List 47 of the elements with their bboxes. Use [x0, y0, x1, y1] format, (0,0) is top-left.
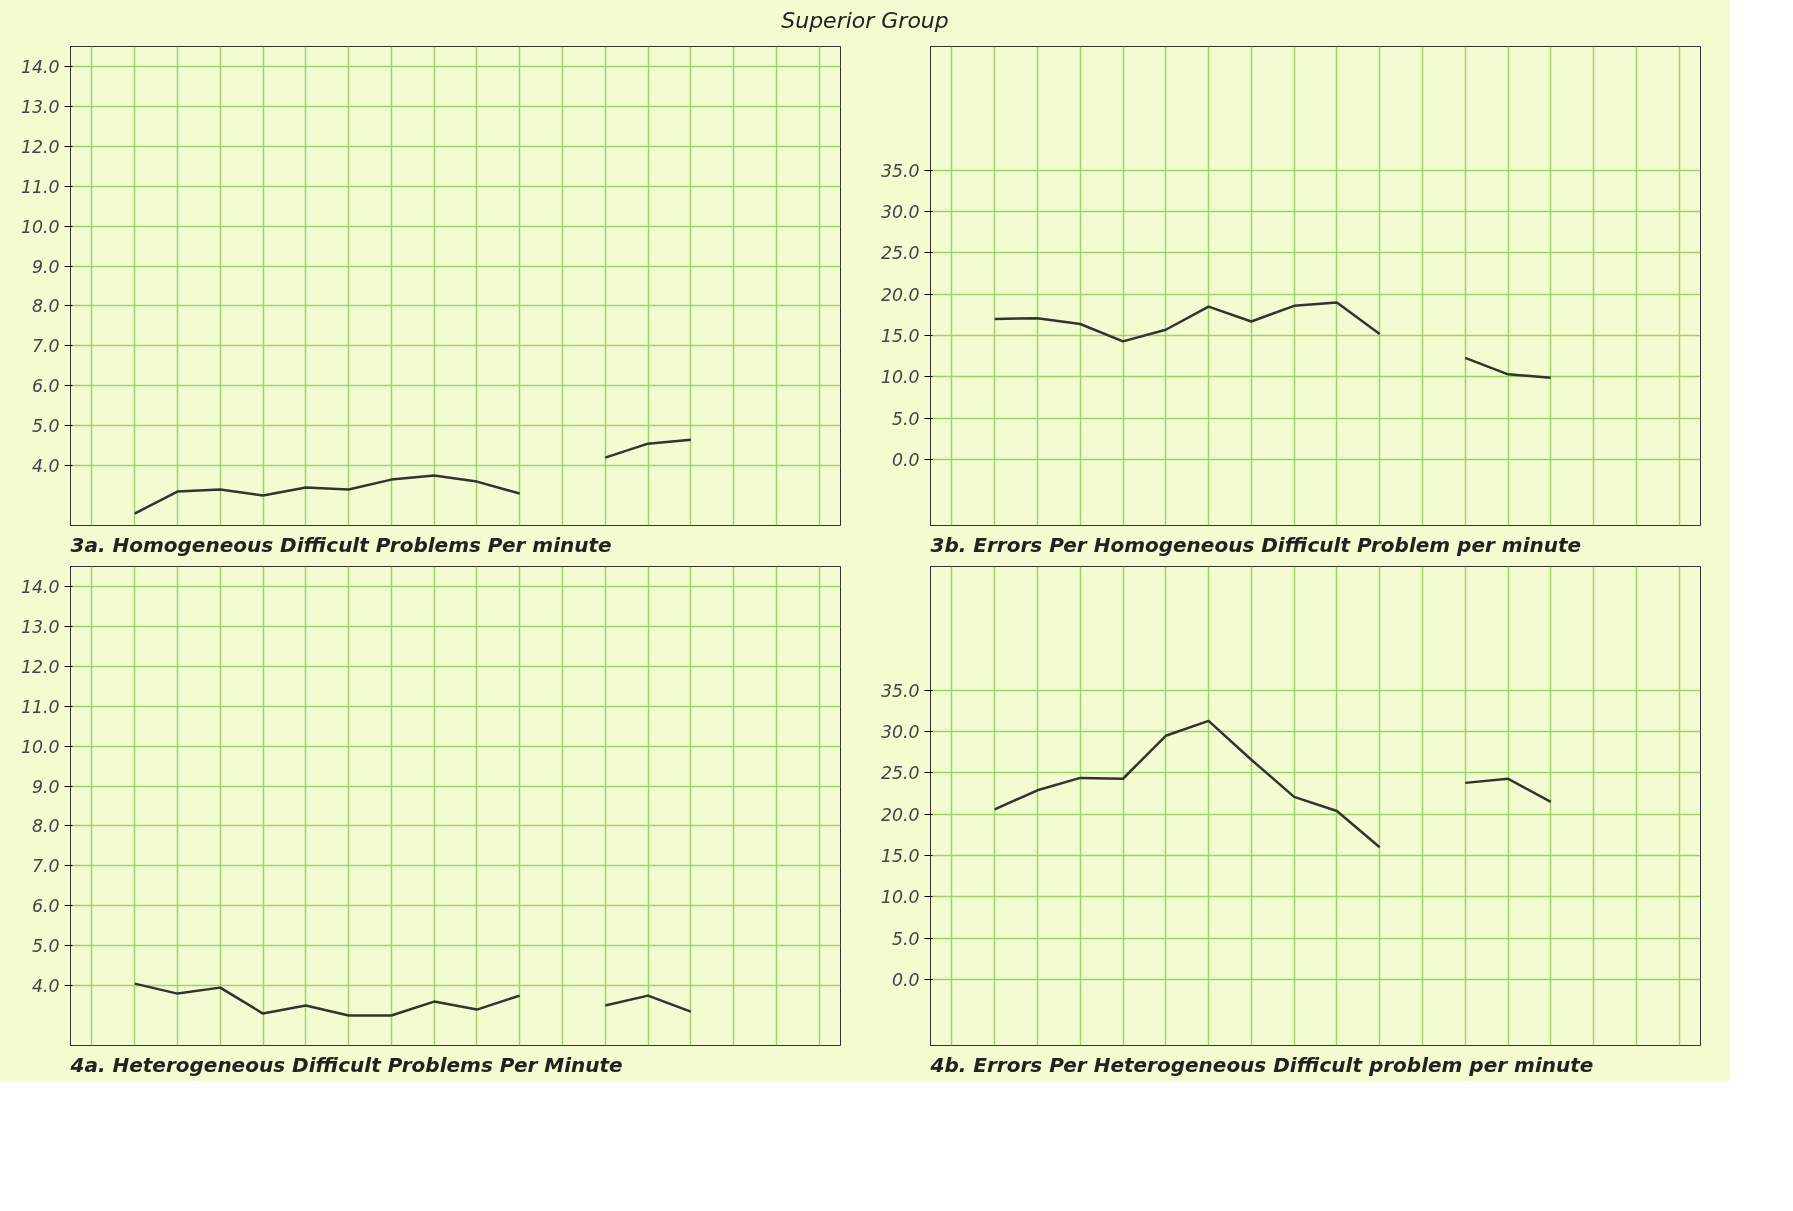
line-series	[133, 474, 521, 516]
y-tick-label: 9.0	[31, 256, 60, 277]
y-tick-label: 25.0	[880, 763, 920, 784]
y-tick-label: 5.0	[31, 416, 60, 437]
y-tick-label: 25.0	[880, 243, 920, 264]
line-series	[133, 982, 521, 1018]
y-tick-label: 4.0	[31, 456, 60, 477]
y-tick-label: 13.0	[20, 97, 60, 118]
text: 4b. Errors Per Heterogeneous Difficult problem per minute	[929, 1052, 1594, 1077]
y-tick-label: 5.0	[891, 929, 920, 950]
y-tick-label: 35.0	[880, 681, 920, 702]
text: 3a. Homogeneous Difficult Problems Per minute	[70, 532, 612, 557]
y-tick-label: 30.0	[880, 722, 920, 743]
y-tick-label: 12.0	[20, 137, 60, 158]
y-tick-label: 10.0	[880, 887, 920, 908]
y-tick-label: 15.0	[880, 326, 920, 347]
y-tick-label: 5.0	[31, 936, 60, 957]
y-tick-label: 0.0	[891, 450, 920, 471]
y-tick-label: 0.0	[891, 970, 920, 991]
y-tick-label: 14.0	[20, 57, 60, 78]
y-tick-label: 30.0	[880, 202, 920, 223]
y-tick-label: 20.0	[880, 285, 920, 306]
y-tick-label: 9.0	[31, 776, 60, 797]
y-tick-label: 12.0	[20, 657, 60, 678]
y-tick-label: 6.0	[31, 376, 60, 397]
text: Superior Group	[781, 7, 949, 35]
y-tick-label: 5.0	[891, 409, 920, 430]
y-tick-label: 10.0	[20, 737, 60, 758]
y-tick-label: 10.0	[880, 367, 920, 388]
y-tick-label: 8.0	[31, 296, 60, 317]
y-tick-label: 35.0	[880, 161, 920, 182]
y-tick-label: 11.0	[20, 177, 60, 198]
line-series	[993, 720, 1381, 849]
y-tick-label: 11.0	[20, 697, 60, 718]
y-tick-label: 7.0	[31, 336, 60, 357]
y-tick-label: 6.0	[31, 896, 60, 917]
y-tick-label: 15.0	[880, 846, 920, 867]
text: 4a. Heterogeneous Difficult Problems Per Minute	[69, 1052, 623, 1077]
y-tick-label: 8.0	[31, 816, 60, 837]
y-tick-label: 14.0	[20, 577, 60, 598]
y-tick-label: 4.0	[31, 976, 60, 997]
text: 3b. Errors Per Homogeneous Difficult Problem per minute	[930, 532, 1582, 557]
y-tick-label: 7.0	[31, 856, 60, 877]
y-tick-label: 10.0	[20, 217, 60, 238]
y-tick-label: 20.0	[880, 805, 920, 826]
y-tick-label: 13.0	[20, 617, 60, 638]
line-series	[993, 301, 1381, 343]
